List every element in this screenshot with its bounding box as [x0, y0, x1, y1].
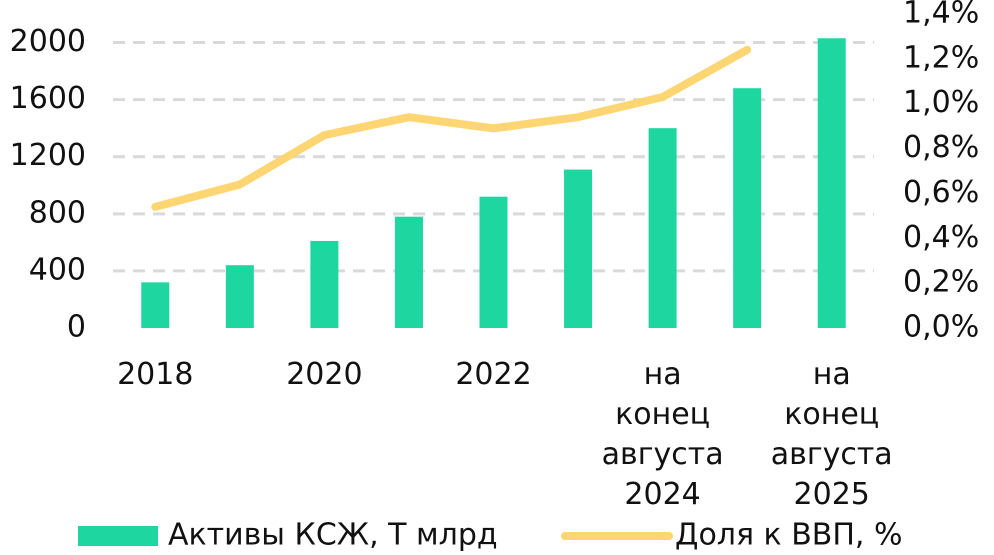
- bar: [141, 282, 170, 328]
- legend-label: Активы КСЖ, Т млрд: [168, 518, 498, 553]
- y2-tick-label: 1,0%: [903, 85, 979, 120]
- y2-tick-label: 1,4%: [903, 0, 979, 31]
- y2-tick-label: 0,8%: [903, 130, 979, 165]
- legend-label: Доля к ВВП, %: [675, 518, 903, 553]
- bar: [225, 265, 254, 328]
- y-tick-label: 1200: [10, 138, 86, 173]
- line: [151, 45, 752, 211]
- y2-tick-label: 0,2%: [903, 265, 979, 300]
- bar: [733, 88, 762, 328]
- bar: [817, 38, 846, 328]
- x-tick-label: 2018: [117, 357, 193, 392]
- bar: [648, 128, 677, 328]
- x-tick-label: 2022: [455, 357, 531, 392]
- y-tick-label: 0: [67, 310, 86, 345]
- bar: [564, 169, 593, 328]
- y2-tick-label: 0,6%: [903, 175, 979, 210]
- y2-tick-label: 0,4%: [903, 220, 979, 255]
- y-tick-label: 400: [29, 252, 86, 287]
- y2-tick-label: 1,2%: [903, 40, 979, 75]
- y-tick-label: 800: [29, 195, 86, 230]
- legend-swatch: [78, 526, 158, 546]
- bar: [394, 216, 423, 328]
- y2-tick-label: 0,0%: [903, 310, 979, 345]
- x-tick-label: 2020: [286, 357, 362, 392]
- x-tick-label: на конец августа 2025: [771, 357, 893, 512]
- bar: [310, 240, 339, 328]
- bar: [479, 196, 508, 328]
- x-tick-label: на конец августа 2024: [602, 357, 724, 512]
- y-tick-label: 1600: [10, 81, 86, 116]
- y-tick-label: 2000: [10, 24, 86, 59]
